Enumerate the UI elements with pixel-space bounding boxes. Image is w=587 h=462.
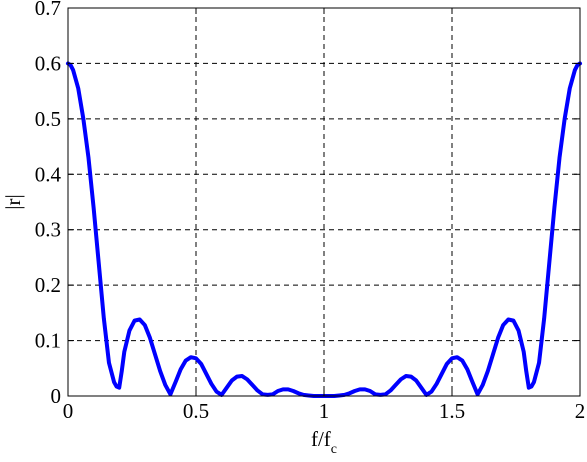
y-tick-label: 0.5	[35, 107, 61, 131]
x-tick-label: 1.5	[439, 399, 465, 423]
grid-lines	[68, 8, 580, 396]
x-tick-label: 0.5	[183, 399, 209, 423]
x-axis-label-main: f/f	[311, 427, 331, 451]
x-axis-label: f/fc	[311, 427, 337, 457]
y-tick-label: 0.2	[35, 273, 61, 297]
x-tick-label: 1	[319, 399, 330, 423]
x-tick-label: 2	[575, 399, 586, 423]
x-axis-label-subscript: c	[331, 442, 337, 457]
y-tick-label: 0.6	[35, 51, 61, 75]
tick-marks	[67, 7, 581, 397]
y-tick-label: 0.7	[35, 0, 61, 20]
x-tick-label: 0	[63, 399, 74, 423]
y-axis-label: |r|	[1, 194, 25, 209]
y-tick-labels: 0 0.1 0.2 0.3 0.4 0.5 0.6 0.7	[35, 0, 62, 408]
y-tick-label: 0.4	[35, 162, 62, 186]
x-tick-labels: 0 0.5 1 1.5 2	[63, 399, 586, 423]
y-tick-label: 0	[51, 384, 62, 408]
y-tick-label: 0.3	[35, 218, 61, 242]
y-tick-label: 0.1	[35, 329, 61, 353]
